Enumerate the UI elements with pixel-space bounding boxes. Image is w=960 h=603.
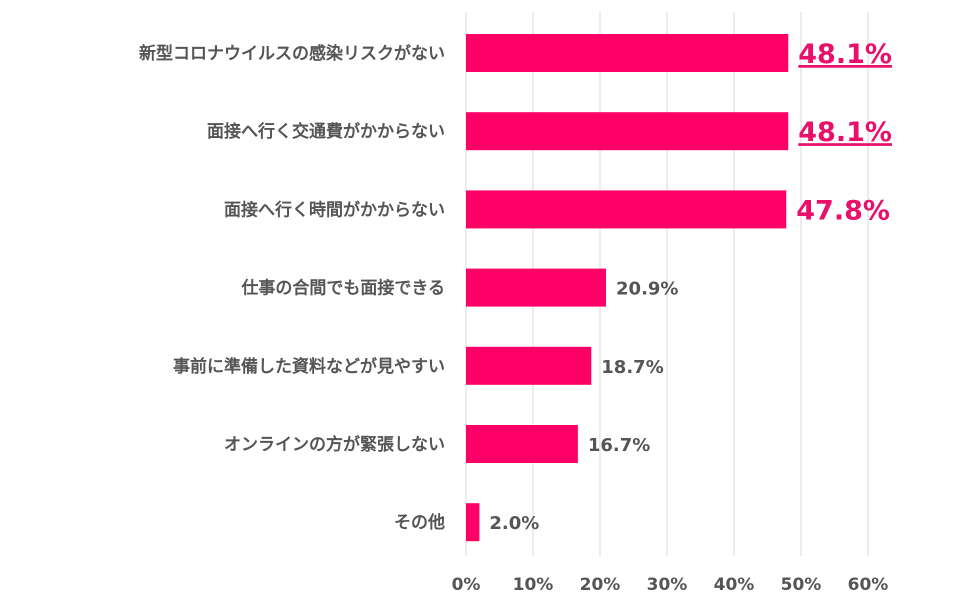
category-label: 面接へ行く交通費がかからない [207, 121, 445, 142]
value-label: 16.7% [588, 435, 650, 456]
x-tick-label: 60% [848, 575, 889, 595]
category-labels: 新型コロナウイルスの感染リスクがない面接へ行く交通費がかからない面接へ行く時間が… [139, 43, 445, 533]
value-label: 20.9% [616, 279, 678, 300]
category-label: オンラインの方が緊張しない [224, 434, 445, 455]
bars [466, 34, 789, 542]
x-tick-label: 20% [580, 575, 621, 595]
x-tick-label: 30% [647, 575, 688, 595]
bar [466, 503, 480, 542]
bar [466, 190, 787, 229]
value-labels: 48.1% 48.1% 47.8% 20.9% 18.7% 16.7% 2.0% [489, 39, 892, 534]
category-label: その他 [394, 512, 445, 533]
value-label: 47.8% [796, 195, 890, 226]
x-tick-label: 0% [452, 575, 481, 595]
bar [466, 346, 592, 385]
category-label: 事前に準備した資料などが見やすい [173, 356, 445, 377]
category-label: 新型コロナウイルスの感染リスクがない [139, 43, 445, 64]
x-tick-label: 10% [513, 575, 554, 595]
value-label: 48.1% [798, 39, 892, 70]
bar [466, 34, 789, 72]
bar [466, 425, 578, 463]
category-label: 面接へ行く時間がかからない [224, 199, 445, 220]
x-tick-label: 50% [781, 575, 822, 595]
bar [466, 112, 789, 151]
x-tick-label: 40% [714, 575, 755, 595]
value-label: 2.0% [489, 513, 539, 534]
x-axis-ticks: 0% 10% 20% 30% 40% 50% 60% [452, 575, 889, 595]
category-label: 仕事の合間でも面接できる [240, 278, 445, 299]
bar [466, 268, 607, 307]
value-label: 18.7% [601, 357, 663, 378]
value-label: 48.1% [798, 117, 892, 148]
